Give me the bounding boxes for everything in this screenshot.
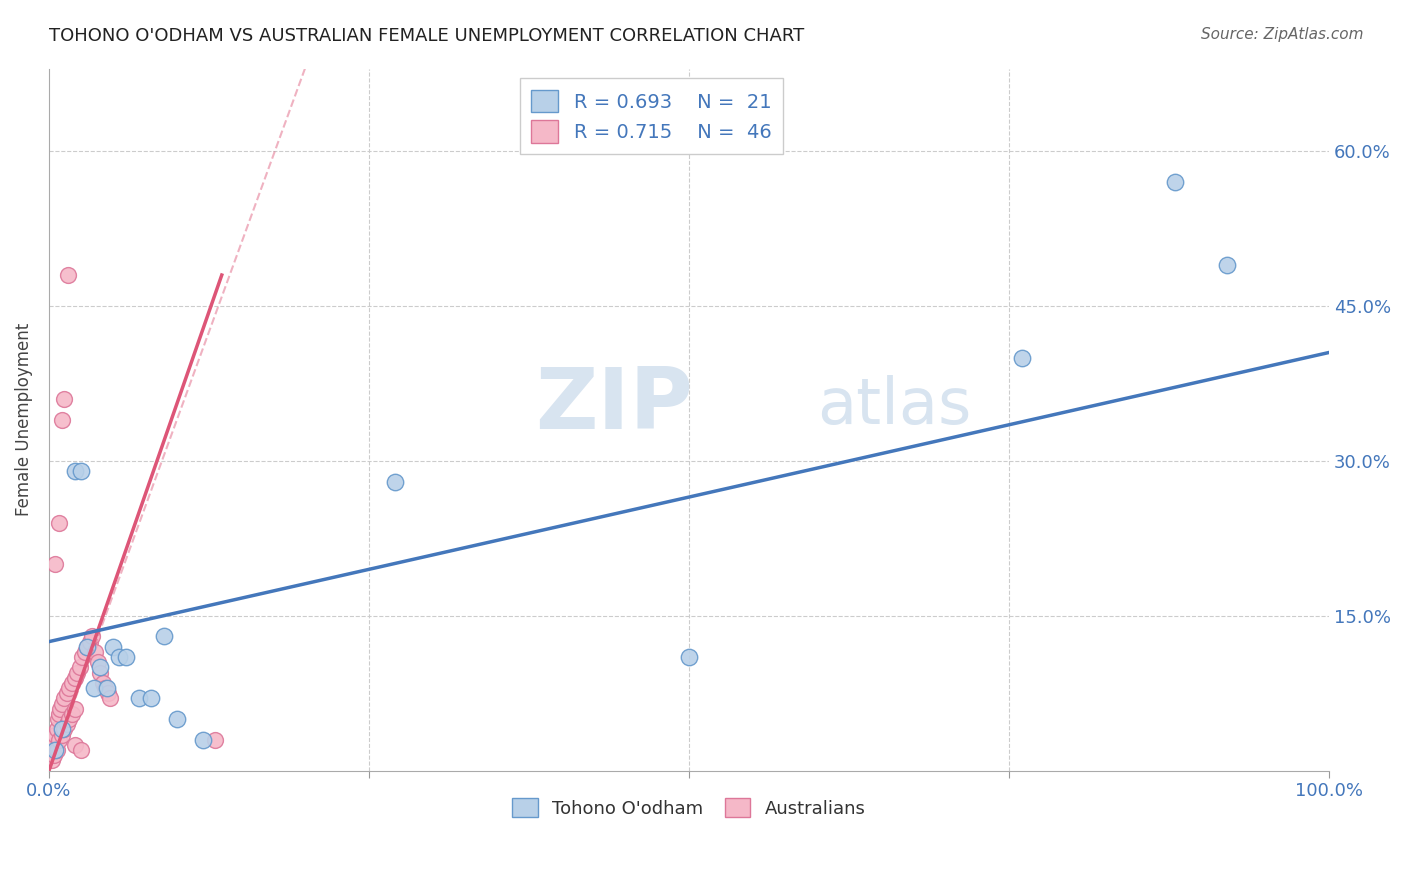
Point [63,702,86,716]
Point [76,640,98,654]
Point [63,738,86,752]
Point [1011,351,1033,365]
Point [51,723,73,737]
Point [69,660,91,674]
Point [41,753,63,767]
Point [89,660,111,674]
Point [70,464,93,478]
Point [91,676,114,690]
Point [58,681,80,695]
Point [153,630,176,644]
Point [97,686,120,700]
Point [45,743,67,757]
Text: TOHONO O'ODHAM VS AUSTRALIAN FEMALE UNEMPLOYMENT CORRELATION CHART: TOHONO O'ODHAM VS AUSTRALIAN FEMALE UNEM… [49,27,804,45]
Point [70,743,93,757]
Point [42,732,65,747]
Point [128,691,150,706]
Text: ZIP: ZIP [536,364,693,447]
Point [60,706,83,721]
Point [53,723,76,737]
Point [79,634,101,648]
Point [44,727,66,741]
Point [53,691,76,706]
Point [56,686,79,700]
Point [166,712,188,726]
Point [84,645,107,659]
Point [82,630,104,644]
Point [73,645,96,659]
Point [141,691,163,706]
Point [45,723,67,737]
Point [678,650,700,665]
Point [58,712,80,726]
Point [51,412,73,426]
Point [66,665,89,680]
Point [42,738,65,752]
Legend: Tohono O'odham, Australians: Tohono O'odham, Australians [505,791,873,825]
Point [101,640,124,654]
Point [76,640,98,654]
Point [72,650,94,665]
Point [204,732,226,747]
Point [108,650,131,665]
Point [114,650,136,665]
Point [49,702,72,716]
Point [96,681,118,695]
Point [63,671,86,685]
Point [1164,175,1187,189]
Text: Source: ZipAtlas.com: Source: ZipAtlas.com [1201,27,1364,42]
Point [63,464,86,478]
Point [60,676,83,690]
Text: atlas: atlas [817,375,972,436]
Point [83,681,105,695]
Point [53,392,76,406]
Point [191,732,214,747]
Point [44,557,66,571]
Point [89,665,111,680]
Point [100,691,122,706]
Point [51,727,73,741]
Point [94,681,117,695]
Point [48,706,70,721]
Y-axis label: Female Unemployment: Female Unemployment [15,323,32,516]
Point [384,475,406,489]
Point [46,712,69,726]
Point [44,743,66,757]
Point [42,748,65,763]
Point [51,697,73,711]
Point [48,732,70,747]
Point [1215,258,1237,272]
Point [41,743,63,757]
Point [56,268,79,282]
Point [56,717,79,731]
Point [86,655,108,669]
Point [48,516,70,530]
